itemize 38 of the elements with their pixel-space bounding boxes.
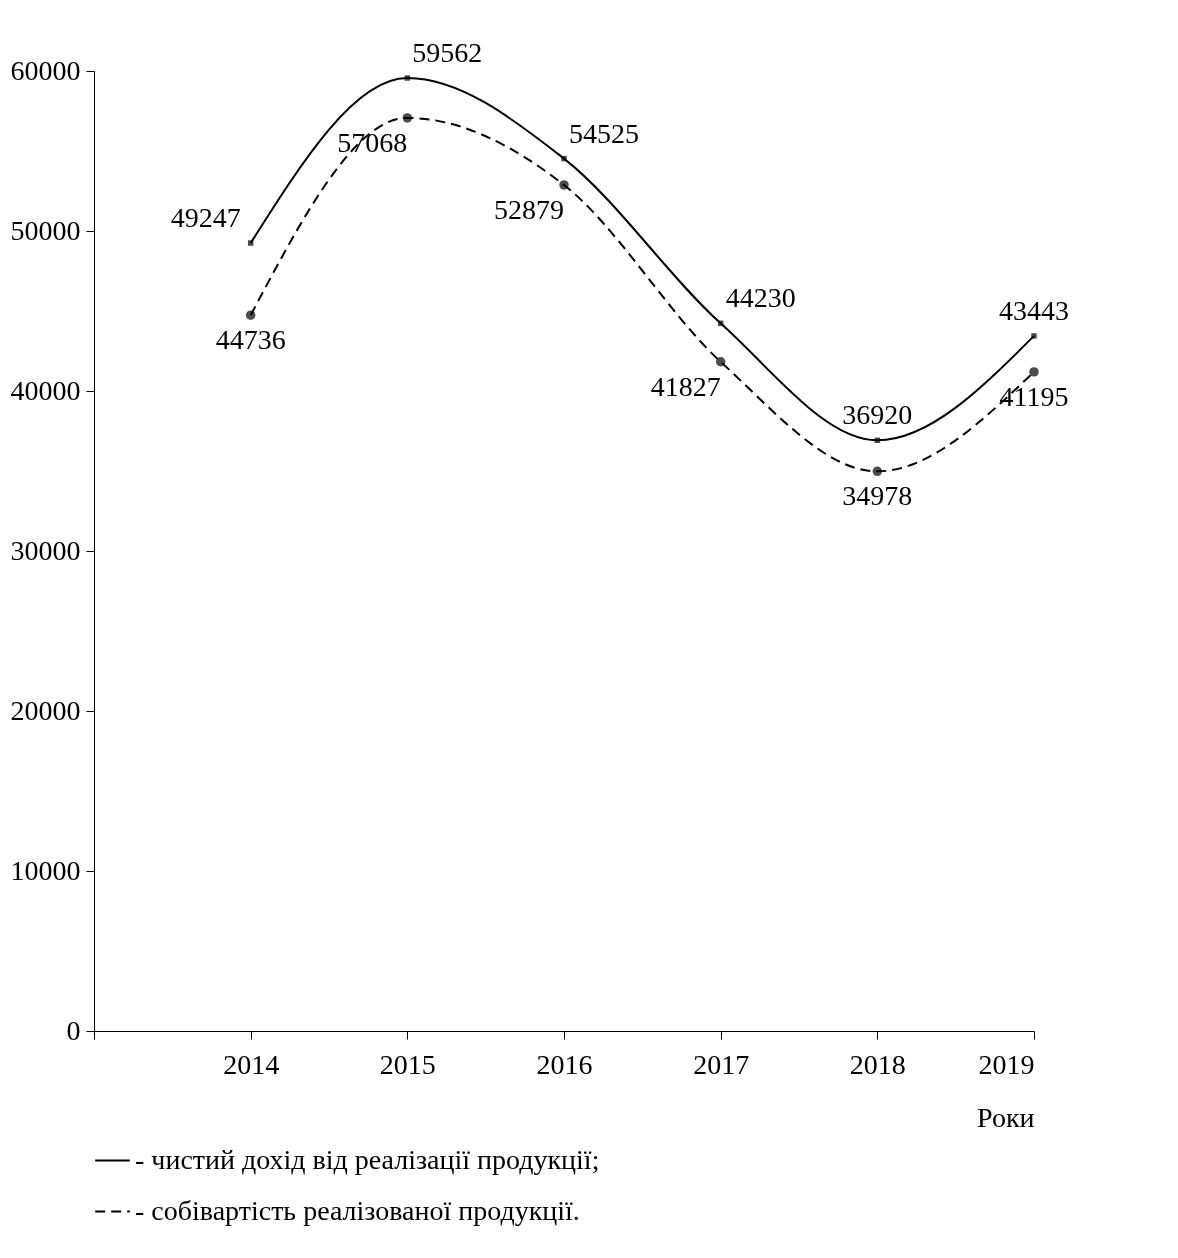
point <box>559 180 569 190</box>
point <box>561 155 567 162</box>
x-tick-label: 2014 <box>223 1048 280 1080</box>
y-tick-label: 10000 <box>10 854 81 886</box>
point <box>245 310 256 320</box>
y-tick-label: 0 <box>66 1014 81 1046</box>
point <box>404 75 411 81</box>
x-tick-label: 2016 <box>536 1048 593 1080</box>
data-label: 59562 <box>412 37 483 69</box>
x-tick-label: 2018 <box>849 1048 906 1080</box>
x-axis-title: Роки <box>977 1101 1035 1133</box>
legend-label: - чистий дохід від реалізації продукції; <box>135 1143 600 1175</box>
data-label: 43443 <box>999 294 1069 326</box>
point <box>402 113 413 123</box>
data-label: 36920 <box>842 399 913 431</box>
point <box>1031 333 1037 339</box>
data-label: 54525 <box>569 117 639 149</box>
x-tick-label: 2017 <box>693 1048 750 1080</box>
y-tick-label: 20000 <box>10 694 81 726</box>
point <box>715 357 726 367</box>
data-label: 34978 <box>842 480 913 512</box>
y-tick-label: 30000 <box>10 534 81 566</box>
data-label: 44230 <box>725 282 796 314</box>
data-label: 41827 <box>650 370 721 402</box>
data-label: 49247 <box>170 202 241 234</box>
y-tick-label: 40000 <box>10 374 81 406</box>
data-label: 52879 <box>494 193 564 225</box>
point <box>872 466 883 477</box>
y-tick-label: 50000 <box>10 214 81 246</box>
x-tick-label: 2015 <box>379 1048 436 1080</box>
legend-label: - собівартість реалізованої продукції. <box>135 1194 580 1226</box>
x-tick-label: 2019 <box>978 1048 1035 1080</box>
data-label: 44736 <box>215 324 286 356</box>
point <box>1029 367 1039 377</box>
y-tick-label: 60000 <box>10 54 81 86</box>
point <box>247 240 254 246</box>
data-label: 57068 <box>337 126 408 158</box>
data-label: 41195 <box>999 380 1069 412</box>
